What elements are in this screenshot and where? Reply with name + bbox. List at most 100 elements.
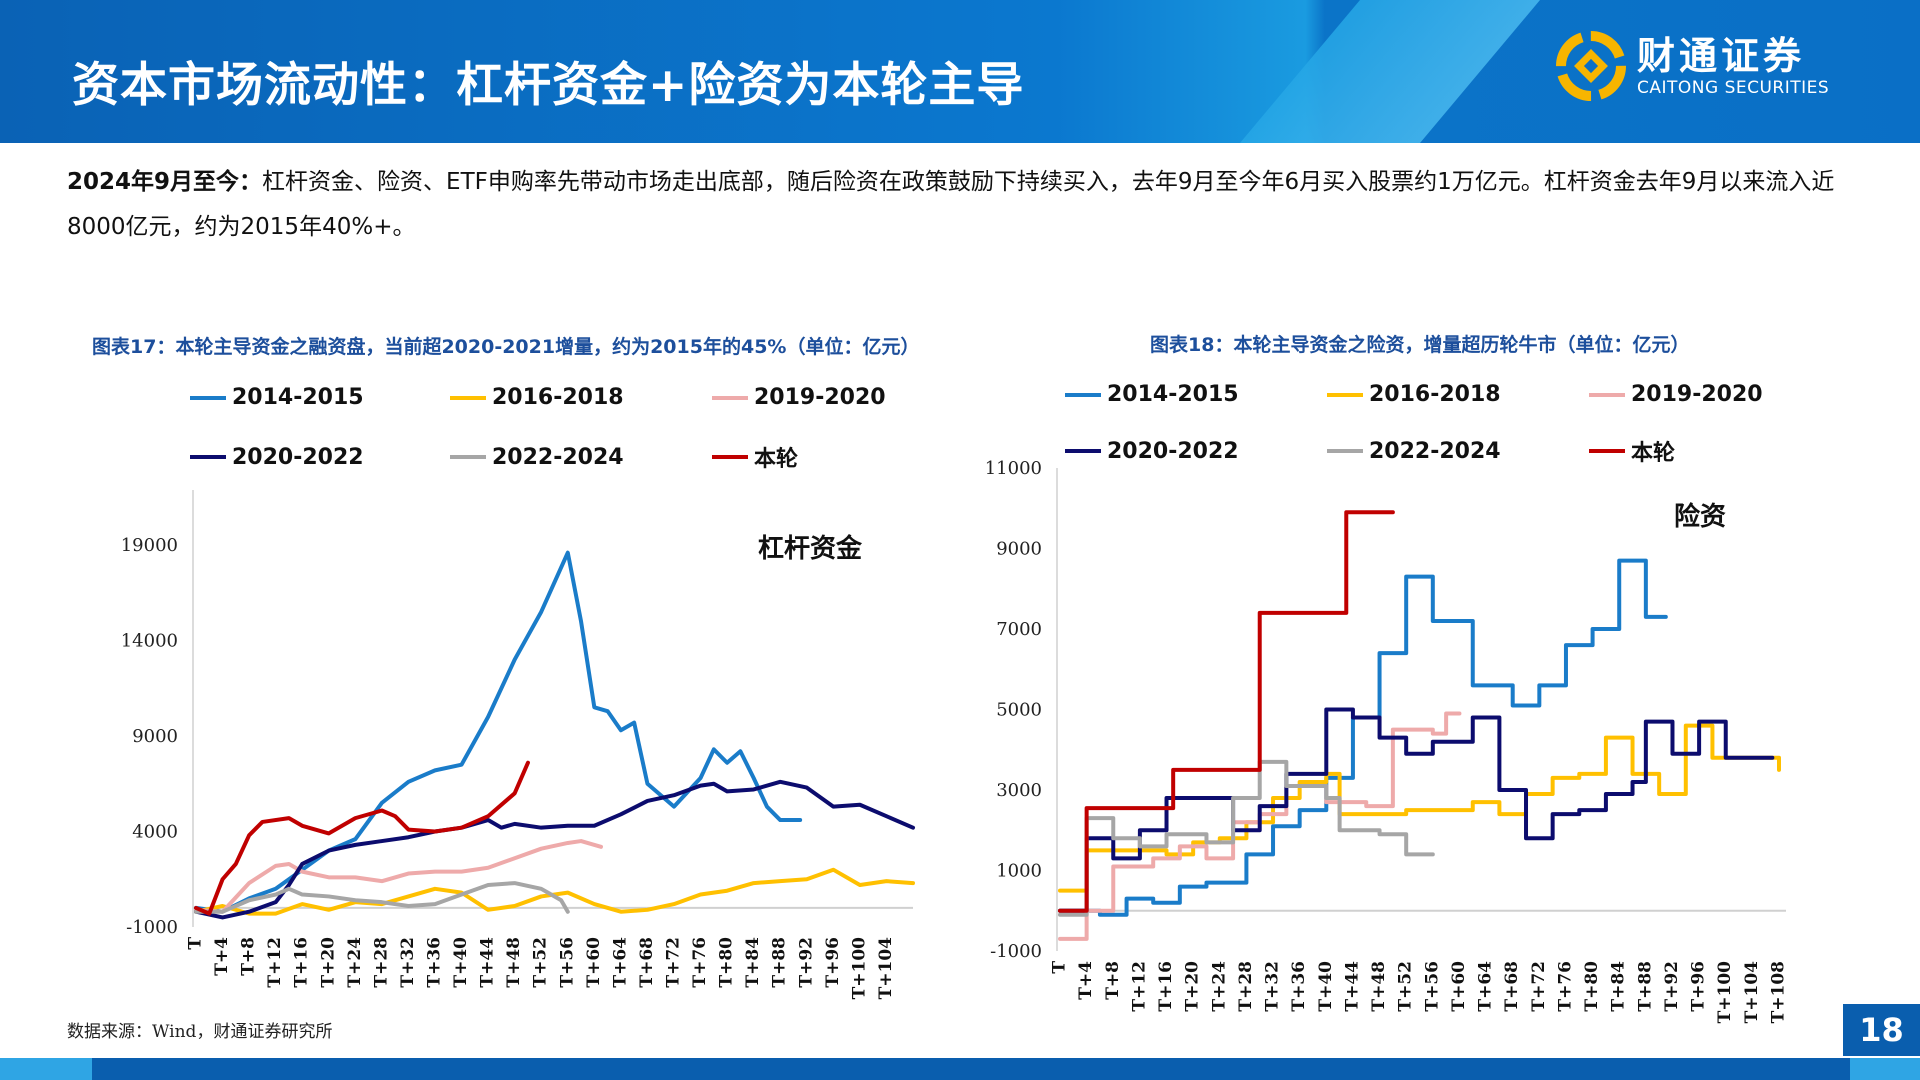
legend-label: 2020-2022 [1107, 438, 1239, 464]
series-line-2022-2024 [194, 881, 570, 914]
logo-cn: 财通证券 [1637, 34, 1806, 78]
y-tick-label: -1000 [126, 917, 178, 938]
x-tick-label: T+32 [398, 937, 418, 988]
x-tick-label: T+56 [557, 937, 577, 988]
y-tick-label: 9000 [996, 539, 1042, 560]
x-tick-label: T+36 [1289, 961, 1309, 1012]
y-tick-label: 5000 [996, 700, 1042, 721]
chart17-annotation: 杠杆资金 [758, 534, 863, 564]
page-title: 资本市场流动性：杠杆资金+险资为本轮主导 [72, 58, 1025, 113]
x-tick-label: T+60 [1449, 961, 1469, 1012]
legend-swatch [190, 395, 226, 400]
x-tick-label: T+40 [451, 937, 471, 988]
x-tick-label: T+72 [1529, 961, 1549, 1012]
x-tick-label: T+48 [504, 937, 524, 988]
x-tick-label: T+36 [425, 937, 445, 988]
legend-swatch [450, 455, 486, 459]
x-tick-label: T+72 [664, 937, 684, 988]
legend-swatch [1589, 392, 1625, 397]
legend-label: 2022-2024 [1369, 438, 1501, 464]
series-line-本轮 [1058, 510, 1395, 913]
chart18-annotation: 险资 [1674, 502, 1727, 532]
x-tick-label: T+68 [1502, 961, 1522, 1012]
y-tick-label: -1000 [990, 941, 1042, 962]
chart18-legend: 2014-2015 2016-2018 2019-2020 2020-2022 2022… [1065, 382, 1789, 467]
legend-label: 2014-2015 [232, 385, 364, 410]
y-tick-label: 4000 [132, 822, 178, 843]
legend-label: 2014-2015 [1107, 382, 1239, 407]
x-tick-label: T+104 [876, 937, 896, 1000]
x-tick-label: T+4 [212, 937, 232, 976]
legend-item: 2014-2015 [190, 385, 450, 410]
x-tick-label: T [186, 937, 206, 950]
x-tick-label: T+52 [531, 937, 551, 988]
legend-swatch [1589, 449, 1625, 453]
x-tick-label: T+96 [823, 937, 843, 988]
x-tick-label: T+108 [1769, 961, 1789, 1023]
series-line-2014-2015 [1058, 558, 1668, 917]
x-tick-label: T+80 [717, 937, 737, 988]
x-tick-label: T+84 [1609, 961, 1629, 1012]
legend-swatch [450, 395, 486, 400]
chart17-legend: 2014-2015 2016-2018 2019-2020 2020-2022 2022… [190, 385, 912, 473]
legend-item: 2019-2020 [1589, 382, 1789, 407]
intro-lead: 2024年9月至今： [67, 169, 263, 195]
series-line-2014-2015 [194, 550, 803, 914]
y-tick-label: 9000 [132, 726, 178, 747]
legend-swatch [712, 395, 748, 400]
legend-label: 本轮 [1631, 441, 1676, 466]
x-tick-label: T+32 [1263, 961, 1283, 1012]
legend-item: 2016-2018 [450, 385, 712, 410]
legend-swatch [1327, 392, 1363, 397]
x-tick-label: T+40 [1316, 961, 1336, 1012]
series-line-2020-2022 [194, 779, 915, 920]
x-tick-label: T+28 [371, 937, 391, 988]
legend-label: 本轮 [754, 447, 799, 472]
legend-label: 2016-2018 [492, 385, 624, 410]
legend-item: 2020-2022 [1065, 435, 1327, 467]
intro-text: 2024年9月至今：杠杆资金、险资、ETF申购率先带动市场走出底部，随后险资在政… [67, 160, 1857, 250]
x-tick-label: T+88 [1635, 961, 1655, 1012]
x-tick-label: T+44 [1342, 961, 1362, 1012]
x-tick-label: T+8 [1103, 961, 1123, 1000]
x-tick-label: T+28 [1236, 961, 1256, 1012]
x-tick-label: T+48 [1369, 961, 1389, 1012]
series-line-2016-2018 [1058, 723, 1781, 893]
y-tick-label: 11000 [985, 458, 1042, 479]
x-tick-label: T+104 [1742, 961, 1762, 1024]
series-line-本轮 [194, 760, 530, 916]
x-tick-label: T+16 [1156, 961, 1176, 1012]
x-tick-label: T+16 [292, 937, 312, 988]
legend-label: 2020-2022 [232, 444, 364, 470]
y-tick-label: 7000 [996, 619, 1042, 640]
x-tick-label: T+100 [849, 937, 869, 1000]
x-tick-label: T+20 [1183, 961, 1203, 1012]
x-tick-label: T+76 [1555, 961, 1575, 1012]
legend-label: 2022-2024 [492, 444, 624, 470]
x-tick-label: T+100 [1715, 961, 1735, 1024]
x-tick-label: T+56 [1422, 961, 1442, 1012]
legend-item: 2022-2024 [450, 441, 712, 473]
x-tick-label: T+92 [796, 937, 816, 988]
x-tick-label: T+96 [1689, 961, 1709, 1012]
page-number: 18 [1843, 1004, 1920, 1056]
x-tick-label: T+80 [1582, 961, 1602, 1012]
legend-swatch [712, 455, 748, 459]
x-tick-label: T+64 [610, 937, 630, 988]
x-tick-label: T+24 [345, 937, 365, 988]
legend-label: 2019-2020 [754, 385, 886, 410]
y-tick-label: 3000 [996, 780, 1042, 801]
legend-swatch [1065, 449, 1101, 453]
x-tick-label: T+4 [1076, 961, 1096, 1000]
header-banner: 资本市场流动性：杠杆资金+险资为本轮主导 财通证券 CAITONG SECURI… [0, 0, 1920, 143]
legend-item: 本轮 [712, 441, 912, 473]
x-tick-label: T+68 [637, 937, 657, 988]
x-tick-label: T+12 [1129, 961, 1149, 1012]
chart18-title: 图表18：本轮主导资金之险资，增量超历轮牛市（单位：亿元） [1150, 334, 1690, 356]
legend-item: 2019-2020 [712, 385, 912, 410]
footer-bar [0, 1058, 1920, 1080]
logo-emblem-icon [1556, 31, 1626, 101]
legend-swatch [190, 455, 226, 459]
intro-body: 杠杆资金、险资、ETF申购率先带动市场走出底部，随后险资在政策鼓励下持续买入，去… [67, 169, 1835, 240]
x-tick-label: T+92 [1662, 961, 1682, 1012]
